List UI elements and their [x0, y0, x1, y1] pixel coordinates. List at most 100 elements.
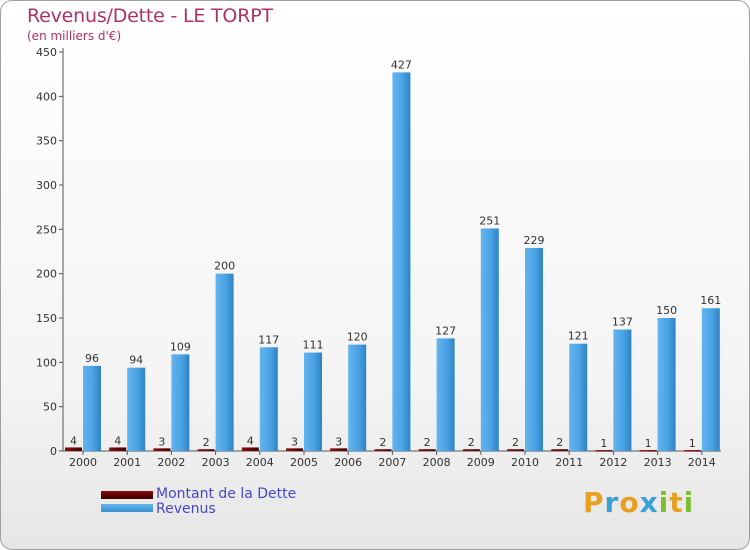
- bar-debt: [241, 447, 259, 451]
- bar-debt: [286, 448, 303, 451]
- data-label-debt: 4: [114, 434, 121, 447]
- data-label-revenue: 111: [303, 339, 324, 352]
- data-label-revenue: 121: [568, 330, 589, 343]
- data-label-revenue: 161: [700, 294, 721, 307]
- x-tick-label: 2009: [467, 456, 495, 469]
- bar-debt: [65, 447, 82, 451]
- bar-revenue: [480, 228, 499, 451]
- x-tick-label: 2008: [423, 456, 451, 469]
- data-label-revenue: 117: [258, 333, 279, 346]
- chart-title: Revenus/Dette - LE TORPT: [27, 5, 273, 27]
- bar-revenue: [171, 354, 190, 451]
- data-label-debt: 1: [689, 437, 696, 450]
- x-tick-label: 2004: [246, 456, 274, 469]
- y-tick-label: 350: [36, 135, 57, 148]
- x-tick-label: 2011: [555, 456, 583, 469]
- y-tick-label: 300: [36, 179, 57, 192]
- bar-revenue: [348, 344, 367, 451]
- logo-letter: t: [669, 486, 684, 519]
- bar-debt: [462, 449, 480, 451]
- x-tick-label: 2010: [511, 456, 539, 469]
- data-label-debt: 1: [600, 437, 607, 450]
- data-label-revenue: 96: [85, 352, 99, 365]
- data-label-debt: 2: [424, 436, 431, 449]
- x-tick-label: 2003: [202, 456, 230, 469]
- logo-letter: i: [658, 486, 670, 519]
- y-tick-label: 50: [43, 401, 57, 414]
- x-tick-label: 2013: [644, 456, 672, 469]
- legend-swatch-debt: [101, 491, 153, 499]
- data-label-debt: 4: [70, 434, 77, 447]
- bar-revenue: [215, 273, 234, 451]
- bar-debt: [330, 448, 348, 451]
- x-tick-label: 2014: [688, 456, 716, 469]
- x-tick-label: 2002: [157, 456, 185, 469]
- data-label-debt: 3: [291, 435, 298, 448]
- data-label-debt: 2: [203, 436, 210, 449]
- bar-revenue: [259, 347, 278, 451]
- data-label-revenue: 137: [612, 316, 633, 329]
- y-tick-label: 0: [50, 445, 57, 458]
- data-label-revenue: 251: [479, 214, 500, 227]
- logo-letter: x: [639, 486, 659, 519]
- chart-bars: [65, 72, 720, 452]
- x-tick-label: 2005: [290, 456, 318, 469]
- bar-debt: [683, 450, 701, 452]
- data-label-revenue: 127: [435, 324, 456, 337]
- bar-debt: [551, 449, 569, 451]
- data-label-revenue: 94: [129, 354, 143, 367]
- bar-revenue: [657, 318, 676, 451]
- bar-revenue: [83, 365, 101, 451]
- bar-debt: [595, 450, 613, 452]
- data-label-revenue: 150: [656, 304, 677, 317]
- bar-revenue: [127, 367, 146, 451]
- data-label-debt: 2: [468, 436, 475, 449]
- bar-revenue: [569, 343, 588, 451]
- bar-debt: [109, 447, 127, 451]
- logo-letter: i: [683, 486, 695, 519]
- data-label-revenue: 120: [347, 331, 368, 344]
- x-tick-label: 2001: [113, 456, 141, 469]
- bar-debt: [418, 449, 436, 451]
- y-tick-label: 450: [36, 46, 57, 59]
- y-tick-label: 400: [36, 90, 57, 103]
- legend-swatch-revenue: [101, 504, 153, 512]
- data-label-revenue: 427: [391, 58, 412, 71]
- bar-revenue: [525, 247, 543, 451]
- data-label-debt: 1: [645, 437, 652, 450]
- bar-revenue: [613, 329, 632, 451]
- data-label-debt: 2: [556, 436, 563, 449]
- data-label-revenue: 200: [214, 260, 235, 273]
- x-tick-label: 2007: [378, 456, 406, 469]
- proxiti-logo: Proxiti: [583, 486, 694, 519]
- y-tick-label: 100: [36, 356, 57, 369]
- bar-debt: [507, 449, 524, 451]
- bar-revenue: [701, 308, 720, 451]
- x-tick-label: 2006: [334, 456, 362, 469]
- data-label-revenue: 109: [170, 340, 191, 353]
- data-label-revenue: 229: [524, 234, 545, 247]
- x-tick-label: 2000: [69, 456, 97, 469]
- data-label-debt: 2: [379, 436, 386, 449]
- bar-debt: [639, 450, 657, 452]
- legend-label-revenue: Revenus: [156, 501, 216, 517]
- data-label-debt: 3: [335, 435, 342, 448]
- data-label-debt: 4: [247, 434, 254, 447]
- data-label-debt: 3: [158, 435, 165, 448]
- y-tick-label: 250: [36, 223, 57, 236]
- logo-letter: P: [583, 486, 605, 519]
- chart-subtitle: (en milliers d'€): [27, 29, 122, 43]
- data-label-debt: 2: [512, 436, 519, 449]
- chart-labels: 4964943109220041173111312024272127225122…: [70, 58, 721, 450]
- bar-debt: [374, 449, 392, 451]
- bar-revenue: [392, 72, 411, 451]
- legend-label-debt: Montant de la Dette: [156, 486, 297, 502]
- logo-letter: r: [604, 486, 620, 519]
- y-tick-label: 200: [36, 268, 57, 281]
- bar-debt: [197, 449, 215, 451]
- bar-revenue: [436, 338, 455, 451]
- bar-debt: [153, 448, 171, 451]
- bar-revenue: [304, 352, 322, 451]
